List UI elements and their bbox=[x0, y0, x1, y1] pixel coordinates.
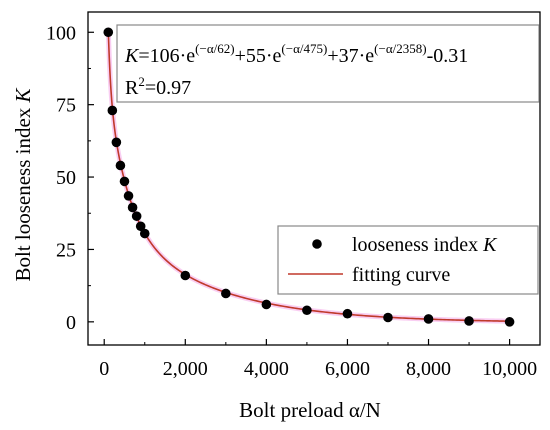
x-tick-label: 6,000 bbox=[325, 358, 370, 380]
y-tick-label: 25 bbox=[56, 239, 76, 261]
data-point bbox=[221, 288, 231, 299]
r-squared-sup: 2 bbox=[138, 74, 145, 89]
data-point bbox=[139, 228, 150, 239]
equation-term3: +37·e bbox=[327, 45, 374, 67]
data-point bbox=[111, 137, 122, 148]
x-tick-label: 10,000 bbox=[482, 358, 537, 380]
data-point bbox=[342, 308, 353, 319]
r-squared: R2=0.97 bbox=[125, 74, 191, 99]
data-point bbox=[504, 317, 515, 327]
data-point bbox=[423, 314, 434, 324]
legend-label-looseness-k: K bbox=[482, 234, 498, 256]
data-point bbox=[123, 191, 134, 201]
y-axis-label-main: Bolt looseness index bbox=[11, 102, 35, 281]
r-squared-base: R bbox=[125, 77, 139, 99]
equation-term2: +55·e bbox=[235, 45, 282, 67]
equation-tail: -0.31 bbox=[427, 45, 469, 67]
data-point bbox=[119, 176, 130, 187]
data-point bbox=[261, 299, 272, 310]
data-point bbox=[180, 270, 191, 281]
x-tick-label: 2,000 bbox=[163, 358, 208, 380]
data-point bbox=[464, 316, 474, 326]
equation-box: K=106·e(−α/62)+55·e(−α/475)+37·e(−α/2358… bbox=[116, 24, 540, 103]
y-tick-label: 100 bbox=[46, 22, 76, 44]
equation-exp3: (−α/2358) bbox=[374, 41, 426, 56]
data-point bbox=[135, 221, 146, 232]
data-point bbox=[131, 211, 142, 221]
equation-term1: =106·e bbox=[138, 45, 195, 67]
legend-marker-looseness bbox=[312, 239, 322, 249]
x-axis-label: Bolt preload α/N bbox=[239, 398, 381, 422]
y-axis-label-k: K bbox=[11, 87, 35, 103]
equation-exp1: (−α/62) bbox=[195, 41, 234, 56]
data-point bbox=[383, 312, 393, 323]
equation-exp2: (−α/475) bbox=[281, 41, 327, 56]
y-axis-label: Bolt looseness index K bbox=[11, 87, 35, 281]
data-point bbox=[127, 202, 138, 213]
legend-label-looseness-main: looseness index bbox=[352, 234, 483, 256]
equation-line: K=106·e(−α/62)+55·e(−α/475)+37·e(−α/2358… bbox=[124, 41, 468, 67]
r-squared-value: =0.97 bbox=[145, 77, 191, 99]
y-tick-label: 75 bbox=[56, 95, 76, 117]
x-tick-label: 4,000 bbox=[244, 358, 289, 380]
legend-label-fitting: fitting curve bbox=[352, 264, 450, 286]
legend-label-looseness: looseness index K bbox=[352, 234, 498, 256]
equation-box-frame bbox=[116, 24, 540, 103]
legend: looseness index K fitting curve bbox=[277, 225, 539, 295]
plot-frame bbox=[87, 11, 541, 346]
data-point bbox=[115, 160, 126, 171]
data-point bbox=[103, 27, 114, 38]
data-point bbox=[107, 105, 118, 116]
legend-frame bbox=[277, 225, 539, 295]
x-tick-label: 0 bbox=[99, 358, 109, 380]
equation-k: K bbox=[124, 45, 140, 67]
x-tick-label: 8,000 bbox=[406, 358, 451, 380]
y-tick-label: 50 bbox=[56, 167, 76, 189]
y-tick-label: 0 bbox=[66, 312, 76, 334]
data-point bbox=[302, 305, 312, 316]
